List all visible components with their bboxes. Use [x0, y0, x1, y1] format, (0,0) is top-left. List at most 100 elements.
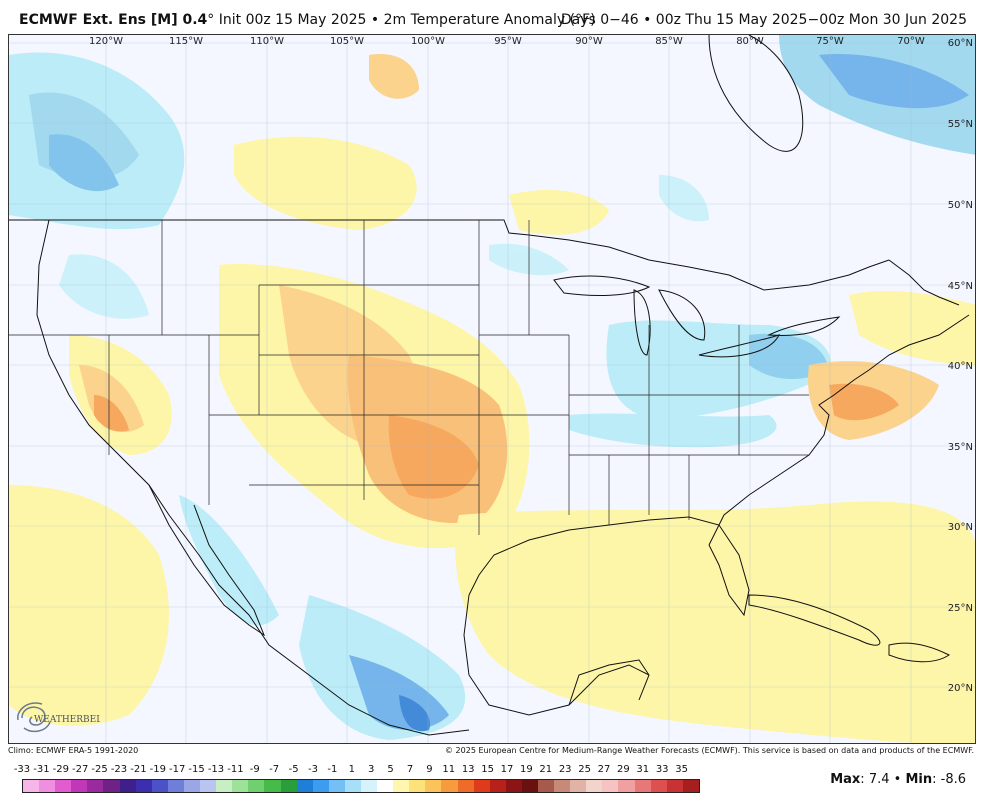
colorbar-swatch: [328, 780, 345, 792]
colorbar-tick-label: 29: [617, 764, 630, 775]
colorbar-tick-label: 21: [539, 764, 553, 775]
colorbar-swatch: [618, 780, 635, 792]
colorbar-tick-label: -21: [130, 764, 147, 775]
climo-note: Climo: ECMWF ERA-5 1991-2020: [8, 746, 139, 755]
lon-label: 70°W: [897, 36, 925, 47]
colorbar-swatch: [521, 780, 538, 792]
colorbar-tick-label: 5: [387, 764, 394, 775]
colorbar-tick-label: 7: [406, 764, 414, 775]
min-value: -8.6: [940, 772, 966, 787]
colorbar-swatch: [666, 780, 683, 792]
colorbar-swatch: [71, 780, 88, 792]
colorbar-swatch: [39, 780, 56, 792]
colorbar-labels: -33 -31 -29 -27 -25 -23 -21 -19 -17 -15 -13 -11 -9 -7…: [0, 764, 984, 778]
latitude-labels: 60°N 55°N 50°N 45°N 40°N 35°N 30°N 25°N …: [948, 38, 973, 694]
colorbar-swatch: [103, 780, 120, 792]
colorbar-swatch: [393, 780, 410, 792]
max-min-readout: Max: 7.4 • Min: -8.6: [830, 772, 966, 787]
lon-label: 90°W: [575, 36, 603, 47]
colorbar-tick-label: -19: [149, 764, 166, 775]
boundaries: [9, 35, 970, 736]
max-value: 7.4: [868, 772, 890, 787]
colorbar-swatch: [151, 780, 168, 792]
colorbar-swatch: [489, 780, 506, 792]
colorbar-tick-label: -9: [249, 764, 260, 775]
weatherbell-logo: WEATHERBELL: [17, 702, 100, 733]
colorbar-swatch: [296, 780, 313, 792]
lat-label: 55°N: [948, 119, 973, 130]
colorbar-tick-label: -11: [227, 764, 244, 775]
lon-label: 120°W: [89, 36, 123, 47]
colorbar-swatch: [264, 780, 281, 792]
colorbar-swatch: [473, 780, 490, 792]
colorbar-tick-label: 13: [461, 764, 475, 775]
colorbar-swatch: [425, 780, 442, 792]
max-label: Max: [830, 772, 861, 787]
lat-label: 25°N: [948, 603, 973, 614]
colorbar-swatch: [634, 780, 651, 792]
lat-label: 35°N: [948, 442, 973, 453]
lat-label: 45°N: [948, 281, 973, 292]
lon-label: 100°W: [411, 36, 445, 47]
product-name: ECMWF Ext. Ens [M] 0.4: [19, 12, 208, 28]
colorbar-tick-label: 19: [520, 764, 533, 775]
lat-label: 40°N: [948, 361, 973, 372]
lon-label: 95°W: [494, 36, 522, 47]
weatherbell-swirl-icon: [17, 702, 51, 733]
colorbar-tick-label: -33: [13, 764, 31, 775]
colorbar-tick-label: -7: [269, 764, 280, 775]
colorbar-swatch: [650, 780, 667, 792]
colorbar-swatch: [200, 780, 217, 792]
title-separator: •: [370, 12, 380, 28]
valid-period: Days 0−46 • 00z Thu 15 May 2025−00z Mon …: [560, 12, 967, 28]
degree-symbol: °: [207, 12, 215, 28]
colorbar-tick-label: 9: [426, 764, 433, 775]
min-label: Min: [905, 772, 933, 787]
header: ECMWF Ext. Ens [M] 0.4° Init 00z 15 May …: [0, 0, 984, 34]
colorbar-tick-label: 33: [655, 764, 669, 775]
warm-anomaly-areas: [9, 54, 975, 743]
colorbar-tick-label: -17: [169, 764, 186, 775]
lon-label: 80°W: [736, 36, 764, 47]
colorbar-swatch: [55, 780, 72, 792]
colorbar-swatch: [87, 780, 104, 792]
lon-label: 110°W: [250, 36, 284, 47]
colorbar-tick-label: -5: [288, 764, 299, 775]
colorbar-tick-label: -31: [33, 764, 50, 775]
colorbar-swatch: [377, 780, 394, 792]
logo-text: WEATHERBELL: [34, 715, 100, 725]
colorbar-swatch: [312, 780, 329, 792]
colorbar-swatch: [554, 780, 571, 792]
lat-label: 30°N: [948, 522, 973, 533]
colorbar-tick-label: -3: [308, 764, 318, 775]
colorbar-tick-label: 3: [368, 764, 375, 775]
colorbar-swatch: [183, 780, 201, 792]
colorbar-swatch: [216, 780, 233, 792]
colorbar-swatch: [538, 780, 555, 792]
colorbar-tick-label: -25: [91, 764, 108, 775]
colorbar-tick-label: 17: [500, 764, 514, 775]
lon-label: 75°W: [816, 36, 844, 47]
colorbar-swatch: [23, 780, 40, 792]
colorbar-tick-label: -13: [207, 764, 225, 775]
colorbar-swatch: [457, 780, 474, 792]
colorbar-tick-label: -23: [110, 764, 128, 775]
colorbar-tick-label: -29: [52, 764, 69, 775]
longitude-labels: 120°W 115°W 110°W 105°W 100°W 95°W 90°W …: [89, 36, 925, 47]
colorbar-swatch: [119, 780, 136, 792]
chart-title: ECMWF Ext. Ens [M] 0.4° Init 00z 15 May …: [19, 12, 596, 28]
colorbar-swatch: [602, 780, 619, 792]
max-min-bullet: •: [893, 772, 902, 787]
colorbar-swatch: [570, 780, 587, 792]
colorbar: [22, 779, 700, 793]
colorbar-tick-label: -27: [72, 764, 89, 775]
colorbar-tick-label: -15: [188, 764, 205, 775]
colorbar-tick-label: -1: [327, 764, 338, 775]
colorbar-swatch: [167, 780, 184, 792]
colorbar-tick-label: 15: [481, 764, 494, 775]
init-time: Init 00z 15 May 2025: [218, 12, 367, 28]
colorbar-tick-label: 31: [636, 764, 650, 775]
lat-label: 60°N: [948, 38, 973, 49]
colorbar-swatch: [135, 780, 152, 792]
colorbar-tick-label: 23: [558, 764, 572, 775]
